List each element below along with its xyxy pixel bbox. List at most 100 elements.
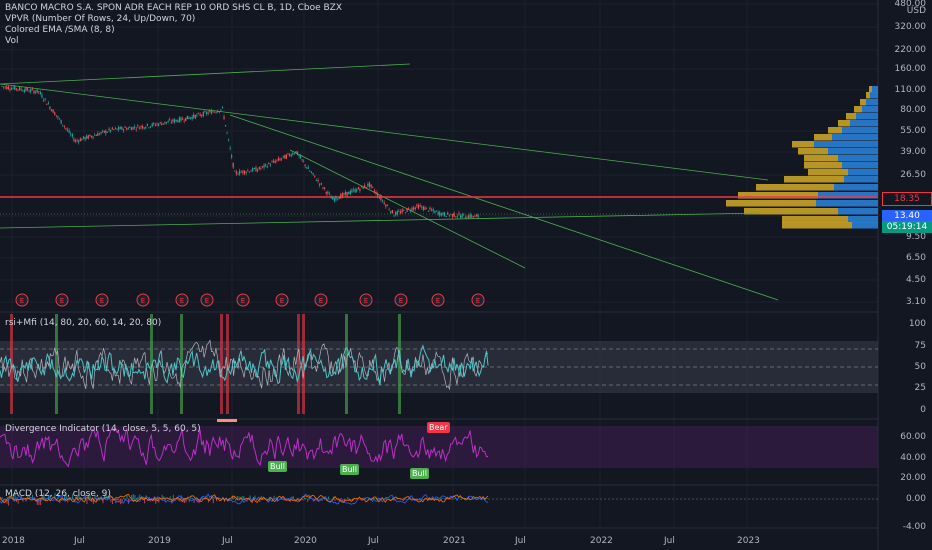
earnings-letter: E	[476, 297, 480, 305]
candle-body	[401, 209, 403, 213]
time-tick: Jul	[515, 536, 526, 546]
macd-bar	[428, 499, 430, 501]
candle-body	[108, 128, 110, 131]
candle-body	[22, 90, 24, 92]
candle-body	[193, 114, 195, 118]
candle-body	[234, 170, 236, 172]
volume-row-down	[798, 148, 828, 155]
volume-row-down	[828, 127, 842, 134]
macd-bar	[283, 499, 285, 501]
price-tick: 6.50	[905, 253, 926, 263]
macd-bar	[136, 497, 138, 499]
indicator-legend-vol[interactable]: Vol	[5, 36, 19, 46]
candle-body	[299, 155, 302, 159]
macd-bar	[144, 499, 146, 504]
macd-bar	[366, 499, 368, 500]
candle-body	[113, 129, 115, 131]
candle-body	[323, 187, 326, 189]
candle-body	[333, 198, 335, 202]
macd-bar	[164, 499, 166, 501]
indicator-legend-vpvr[interactable]: VPVR (Number Of Rows, 24, Up/Down, 70)	[5, 14, 196, 24]
candle-body	[157, 123, 160, 126]
macd-bar	[288, 498, 290, 499]
time-tick: Jul	[222, 536, 233, 546]
candle-body	[82, 136, 85, 139]
candle-body	[378, 197, 380, 199]
macd-bar	[105, 494, 107, 499]
candle-body	[162, 123, 164, 125]
candle-body	[317, 179, 319, 182]
candle-body	[273, 160, 275, 163]
candle-body	[235, 171, 237, 174]
candle-body	[255, 167, 257, 172]
candle-body	[226, 132, 228, 134]
macd-bar	[89, 495, 91, 499]
candle-body	[38, 91, 40, 93]
volume-row-up	[814, 141, 878, 148]
macd-bar	[116, 499, 118, 501]
candle-body	[417, 204, 420, 209]
candle-body	[217, 111, 219, 113]
candle-body	[6, 86, 8, 90]
rsi-pane-title[interactable]: rsi+Mfi (14, 80, 20, 60, 14, 20, 80)	[5, 318, 162, 328]
candle-body	[232, 162, 234, 168]
candle-body	[196, 114, 198, 116]
candle-body	[274, 161, 276, 164]
candle-body	[39, 92, 41, 94]
candle-body	[367, 183, 369, 187]
earnings-letter: E	[319, 297, 323, 305]
macd-bar	[403, 497, 405, 499]
macd-bar	[352, 499, 354, 501]
macd-bar	[332, 496, 334, 499]
macd-bar	[123, 497, 125, 499]
candle-body	[327, 191, 329, 194]
macd-bar	[80, 497, 82, 499]
macd-bar	[292, 496, 294, 499]
macd-tick: -4.00	[902, 522, 926, 532]
candle-body	[127, 127, 129, 130]
divergence-pane-title[interactable]: Divergence Indicator (14, close, 5, 5, 6…	[5, 424, 201, 434]
trend-lines[interactable]	[0, 63, 779, 301]
candle-body	[315, 180, 318, 182]
candle-body	[189, 117, 192, 119]
candle-body	[289, 154, 291, 156]
macd-bar	[307, 499, 309, 502]
macd-bar	[94, 495, 96, 499]
earnings-marker: E	[175, 293, 189, 307]
candle-body	[320, 183, 322, 185]
candle-body	[240, 171, 242, 173]
earnings-letter: E	[241, 297, 245, 305]
rsi-signal-bar	[297, 314, 300, 414]
macd-bar	[153, 499, 155, 502]
candle-body	[364, 185, 366, 188]
macd-bar	[17, 499, 19, 504]
volume-row-down	[726, 200, 816, 207]
macd-bar	[235, 499, 237, 501]
candle-body	[312, 172, 314, 175]
volume-row-up	[834, 184, 878, 191]
candle-body	[84, 137, 86, 140]
price-tag-last: 13.40	[882, 210, 932, 222]
indicator-legend-ema[interactable]: Colored EMA /SMA (8, 8)	[5, 25, 115, 35]
volume-row-down	[738, 192, 818, 199]
candle-body	[385, 204, 387, 207]
volume-row-down	[869, 86, 872, 93]
macd-bar	[304, 497, 306, 499]
price-tick: 9.50	[905, 232, 926, 242]
macd-bar	[96, 499, 98, 502]
macd-bar	[302, 499, 304, 501]
macd-bar	[142, 496, 144, 499]
time-tick: 2018	[2, 536, 25, 546]
macd-bar	[172, 494, 174, 499]
candle-body	[223, 116, 225, 119]
candle-body	[287, 153, 289, 155]
macd-bar	[321, 499, 323, 501]
macd-bar	[8, 499, 10, 506]
macd-bar	[75, 496, 77, 499]
volume-row-down	[860, 99, 866, 106]
candle-body	[343, 193, 345, 195]
macd-pane-title[interactable]: MACD (12, 26, close, 9)	[5, 489, 111, 499]
divergence-band	[0, 426, 878, 468]
candle-body	[439, 211, 441, 216]
